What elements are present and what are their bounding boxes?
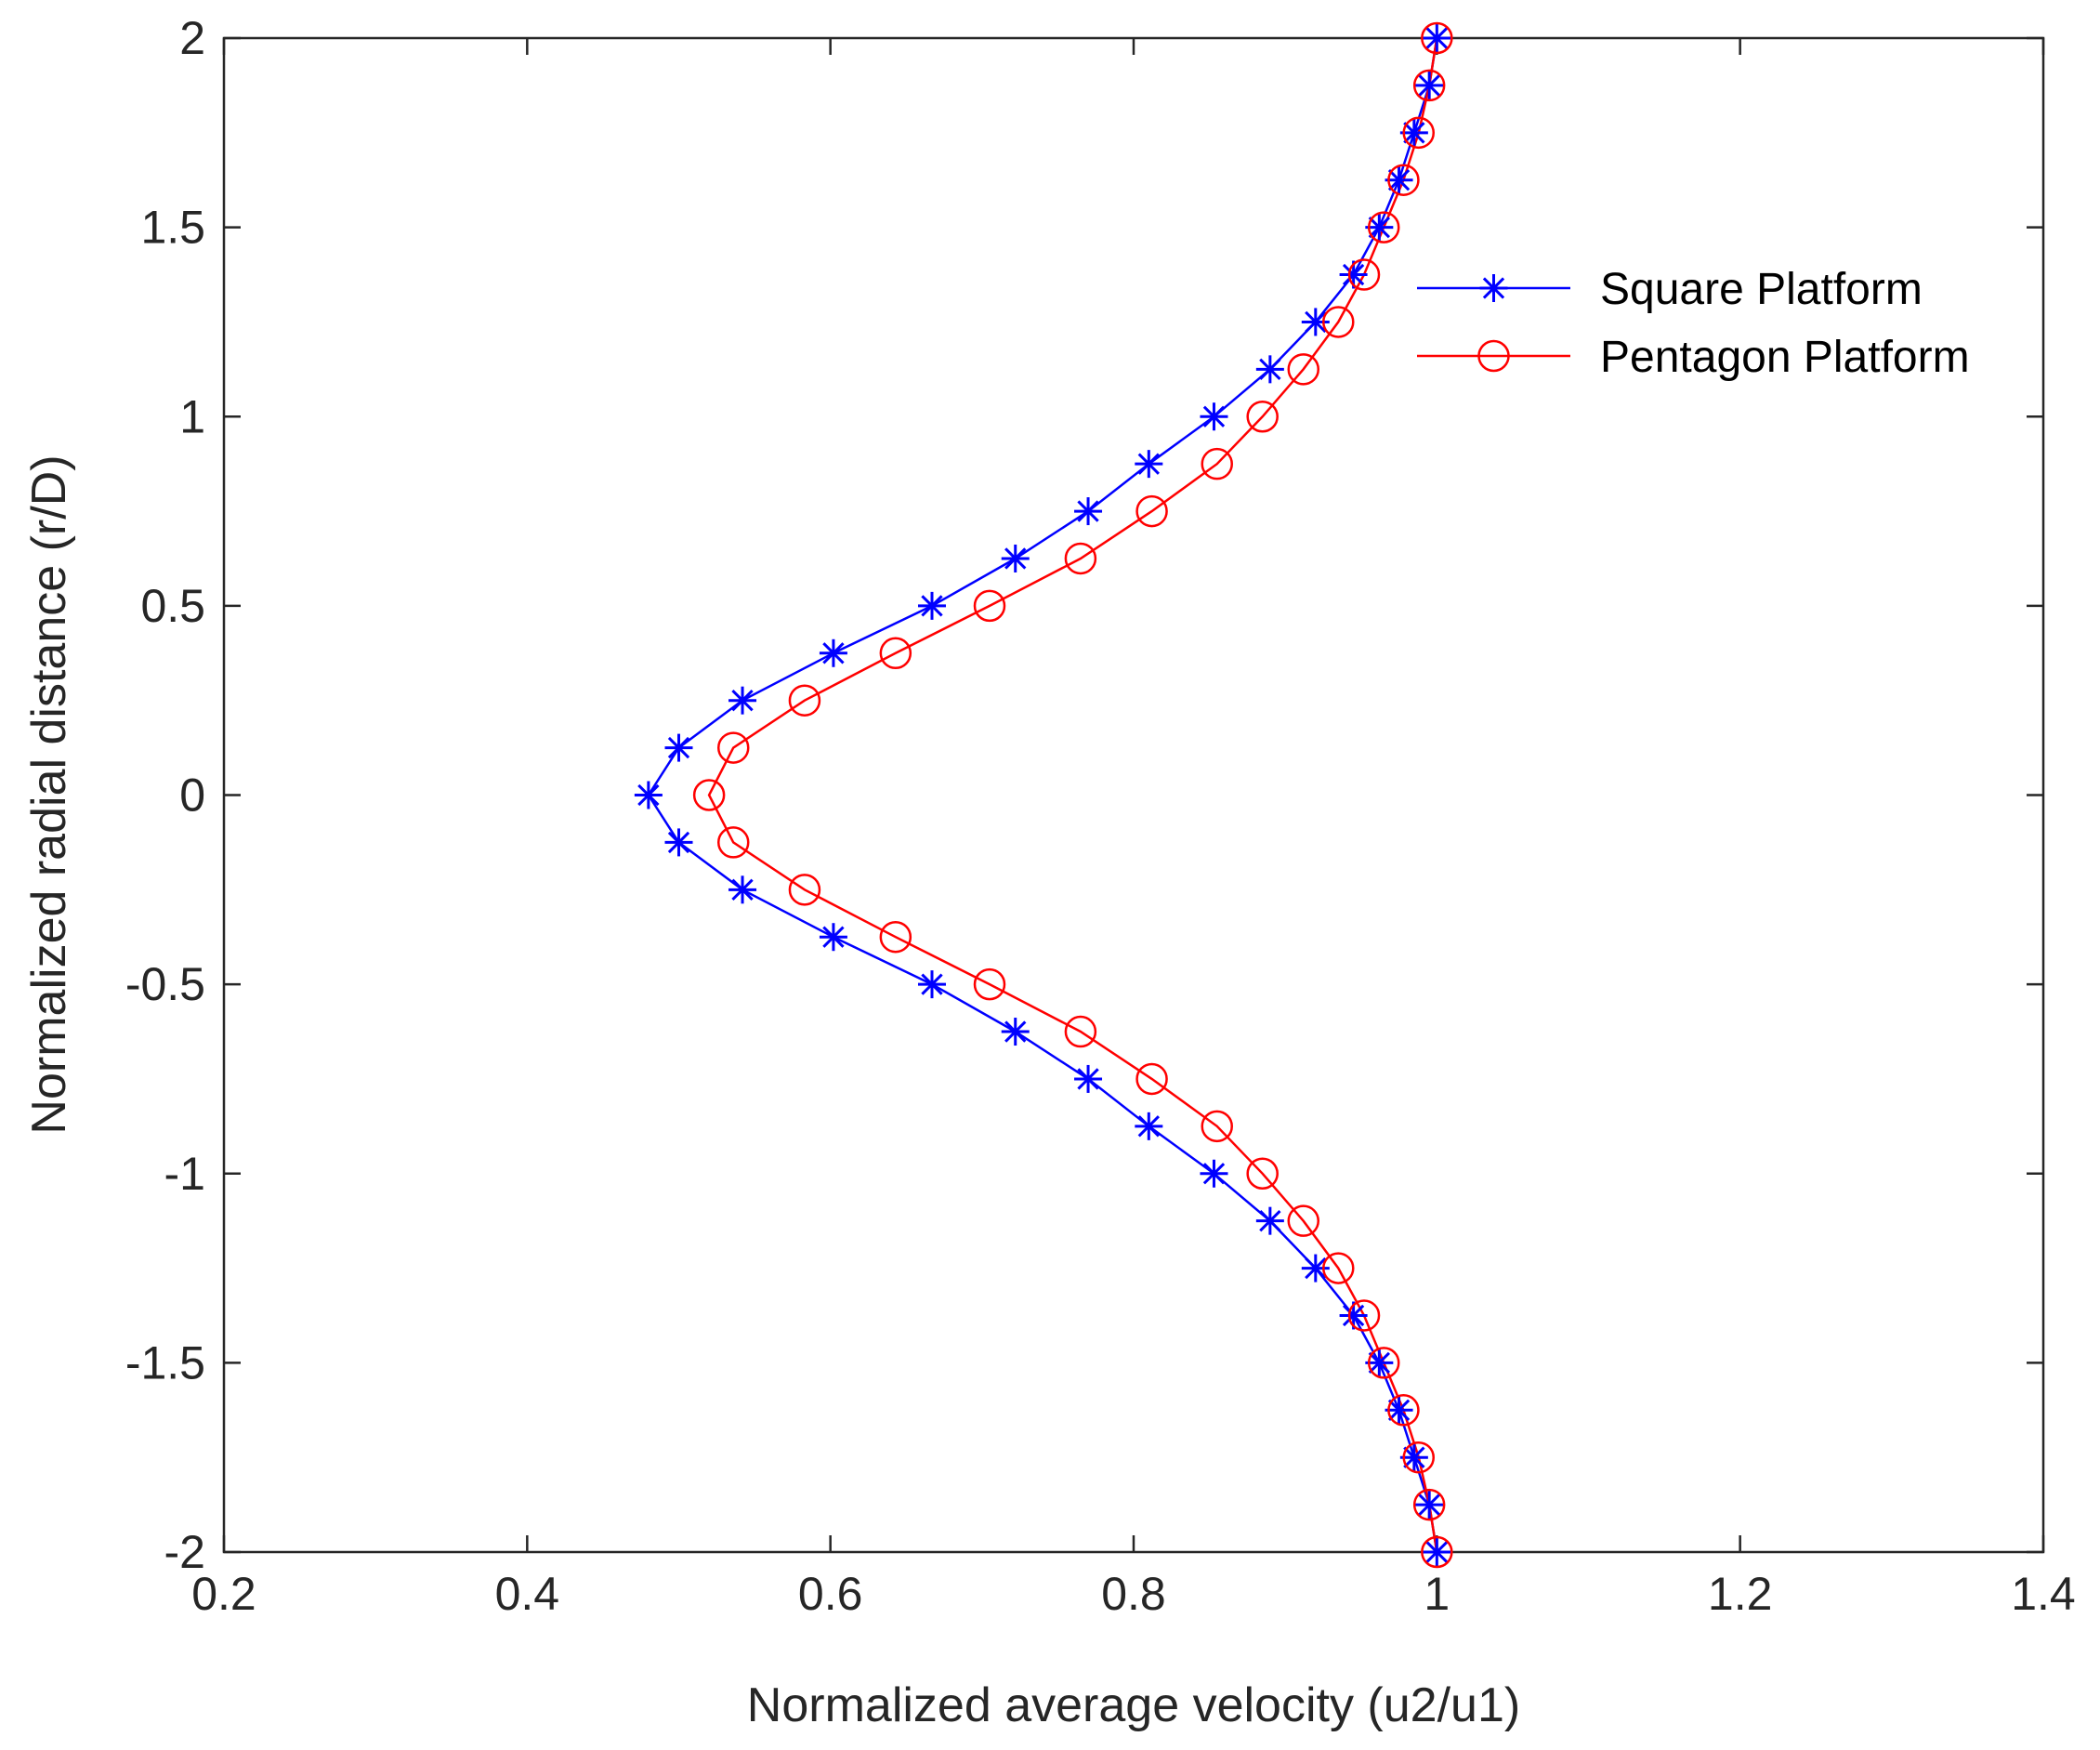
pentagon-platform-point bbox=[1387, 1394, 1420, 1427]
square-platform-point bbox=[1301, 1254, 1330, 1283]
pentagon-platform-point bbox=[1402, 1441, 1436, 1474]
y-tick-label: -1 bbox=[164, 1148, 205, 1200]
axis-ticks: 0.2 0.4 0.6 0.8 1 1.2 1.4 -2 -1.5 -1 -0.5 0 0.5 1 1.5 2 bbox=[125, 12, 2076, 1620]
pentagon-platform-point bbox=[1246, 1157, 1279, 1190]
x-tick-label: 0.2 bbox=[191, 1568, 256, 1620]
square-platform-point bbox=[1423, 24, 1451, 52]
pentagon-platform-point bbox=[1421, 1535, 1453, 1569]
pentagon-platform-point bbox=[973, 589, 1006, 623]
y-tick-label: 0.5 bbox=[140, 580, 205, 632]
pentagon-platform-point bbox=[788, 684, 821, 717]
square-platform-point bbox=[1135, 1112, 1163, 1140]
pentagon-platform-point bbox=[1135, 494, 1168, 528]
y-tick-label: 2 bbox=[179, 12, 205, 64]
square-platform-point bbox=[664, 828, 693, 857]
pentagon-platform-point bbox=[879, 920, 912, 954]
legend-label-square-platform: Square Platform bbox=[1600, 265, 1923, 314]
square-platform-point bbox=[1200, 402, 1228, 431]
square-platform-point bbox=[819, 638, 847, 667]
series-markers bbox=[634, 21, 1453, 1569]
x-tick-label: 0.4 bbox=[495, 1568, 560, 1620]
pentagon-platform-point bbox=[1402, 116, 1436, 150]
pentagon-platform-point bbox=[973, 967, 1006, 1001]
y-axis-title: Normalized radial distance (r/D) bbox=[22, 454, 76, 1134]
legend-marker-square-platform bbox=[1479, 274, 1508, 302]
pentagon-platform-point bbox=[1347, 1299, 1381, 1332]
square-platform-point bbox=[1074, 497, 1103, 526]
pentagon-platform-point bbox=[1201, 447, 1233, 480]
plot-area bbox=[222, 36, 2045, 1554]
pentagon-platform-point bbox=[1064, 542, 1097, 575]
x-tick-label: 0.8 bbox=[1101, 1568, 1166, 1620]
x-tick-label: 1.4 bbox=[2011, 1568, 2076, 1620]
x-axis-title: Normalized average velocity (u2/u1) bbox=[747, 1678, 1520, 1732]
legend-marker-pentagon-platform bbox=[1477, 339, 1510, 373]
y-tick-label: -0.5 bbox=[125, 958, 205, 1010]
square-platform-point bbox=[819, 923, 847, 952]
pentagon-platform-point bbox=[1201, 1110, 1233, 1143]
square-platform-point bbox=[1001, 1018, 1030, 1046]
square-platform-point bbox=[1415, 1491, 1444, 1520]
y-tick-label: 1 bbox=[179, 390, 205, 442]
pentagon-platform-point bbox=[1135, 1062, 1168, 1096]
pentagon-platform-point bbox=[1064, 1015, 1097, 1048]
square-platform-point bbox=[1423, 1538, 1451, 1566]
square-platform-point bbox=[1255, 1206, 1284, 1235]
pentagon-platform-point bbox=[1322, 1252, 1355, 1284]
square-platform-point bbox=[1135, 450, 1163, 479]
x-tick-label: 1.2 bbox=[1708, 1568, 1773, 1620]
square-platform-point bbox=[1074, 1064, 1103, 1093]
series-line-pentagon-platform bbox=[707, 37, 1438, 1553]
pentagon-platform-point bbox=[1367, 211, 1400, 243]
pentagon-platform-point bbox=[788, 874, 821, 906]
pentagon-platform-point bbox=[1322, 306, 1355, 338]
pentagon-platform-point bbox=[1412, 1488, 1446, 1521]
pentagon-platform-point bbox=[1287, 1204, 1319, 1237]
pentagon-platform-point bbox=[1347, 258, 1381, 291]
legend: Square Platform Pentagon Platform bbox=[1417, 265, 1970, 382]
x-tick-label: 0.6 bbox=[798, 1568, 863, 1620]
square-platform-point bbox=[917, 591, 946, 620]
y-tick-label: -2 bbox=[164, 1526, 205, 1578]
pentagon-platform-point bbox=[879, 637, 912, 670]
square-platform-point bbox=[664, 733, 693, 762]
pentagon-platform-point bbox=[1246, 401, 1279, 433]
square-platform-point bbox=[1255, 355, 1284, 384]
square-platform-point bbox=[728, 686, 757, 715]
square-platform-point bbox=[634, 781, 663, 809]
pentagon-platform-point bbox=[716, 731, 750, 764]
square-platform-point bbox=[1415, 71, 1444, 99]
y-tick-label: 0 bbox=[179, 770, 205, 822]
x-tick-label: 1 bbox=[1424, 1568, 1450, 1620]
square-platform-point bbox=[1200, 1159, 1228, 1188]
square-platform-point bbox=[1301, 308, 1330, 336]
square-platform-point bbox=[1365, 213, 1394, 242]
square-platform-point bbox=[728, 875, 757, 904]
legend-label-pentagon-platform: Pentagon Platform bbox=[1600, 333, 1970, 382]
pentagon-platform-point bbox=[1367, 1347, 1400, 1379]
square-platform-point bbox=[917, 970, 946, 999]
pentagon-platform-point bbox=[1421, 21, 1453, 55]
pentagon-platform-point bbox=[692, 779, 726, 811]
y-tick-label: 1.5 bbox=[140, 202, 205, 254]
square-platform-point bbox=[1001, 544, 1030, 572]
pentagon-platform-point bbox=[1287, 353, 1319, 386]
pentagon-platform-point bbox=[1387, 164, 1420, 196]
pentagon-platform-point bbox=[1412, 69, 1446, 102]
pentagon-platform-point bbox=[716, 826, 750, 859]
y-tick-label: -1.5 bbox=[125, 1336, 205, 1388]
